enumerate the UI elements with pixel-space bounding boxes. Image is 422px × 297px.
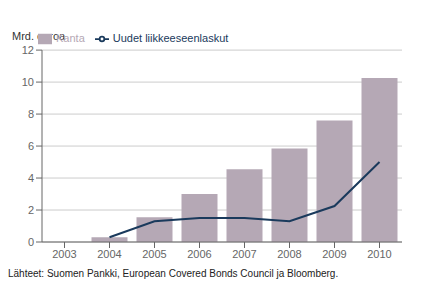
html-text:Kanta: Kanta bbox=[56, 32, 85, 44]
svg-text:8: 8 bbox=[28, 108, 34, 120]
svg-text:4: 4 bbox=[28, 172, 34, 184]
svg-text:6: 6 bbox=[28, 140, 34, 152]
svg-text:2008: 2008 bbox=[277, 248, 301, 260]
svg-text:0: 0 bbox=[28, 236, 34, 248]
svg-text:2: 2 bbox=[28, 204, 34, 216]
svg-text:2003: 2003 bbox=[52, 248, 76, 260]
svg-text:2006: 2006 bbox=[187, 248, 211, 260]
svg-text:12: 12 bbox=[22, 44, 34, 56]
svg-text:2007: 2007 bbox=[232, 248, 256, 260]
svg-text:2010: 2010 bbox=[367, 248, 391, 260]
svg-text:2005: 2005 bbox=[142, 248, 166, 260]
svg-text:2004: 2004 bbox=[97, 248, 121, 260]
svg-text:Mrd. euroa: Mrd. euroa bbox=[12, 30, 66, 42]
svg-text:10: 10 bbox=[22, 76, 34, 88]
html-text:Lähteet: Suomen Pankki, Europe: Lähteet: Suomen Pankki, European Covered… bbox=[8, 268, 339, 279]
svg-text:2009: 2009 bbox=[322, 248, 346, 260]
html-text:Uudet liikkeeseenlaskut: Uudet liikkeeseenlaskut bbox=[112, 32, 229, 44]
